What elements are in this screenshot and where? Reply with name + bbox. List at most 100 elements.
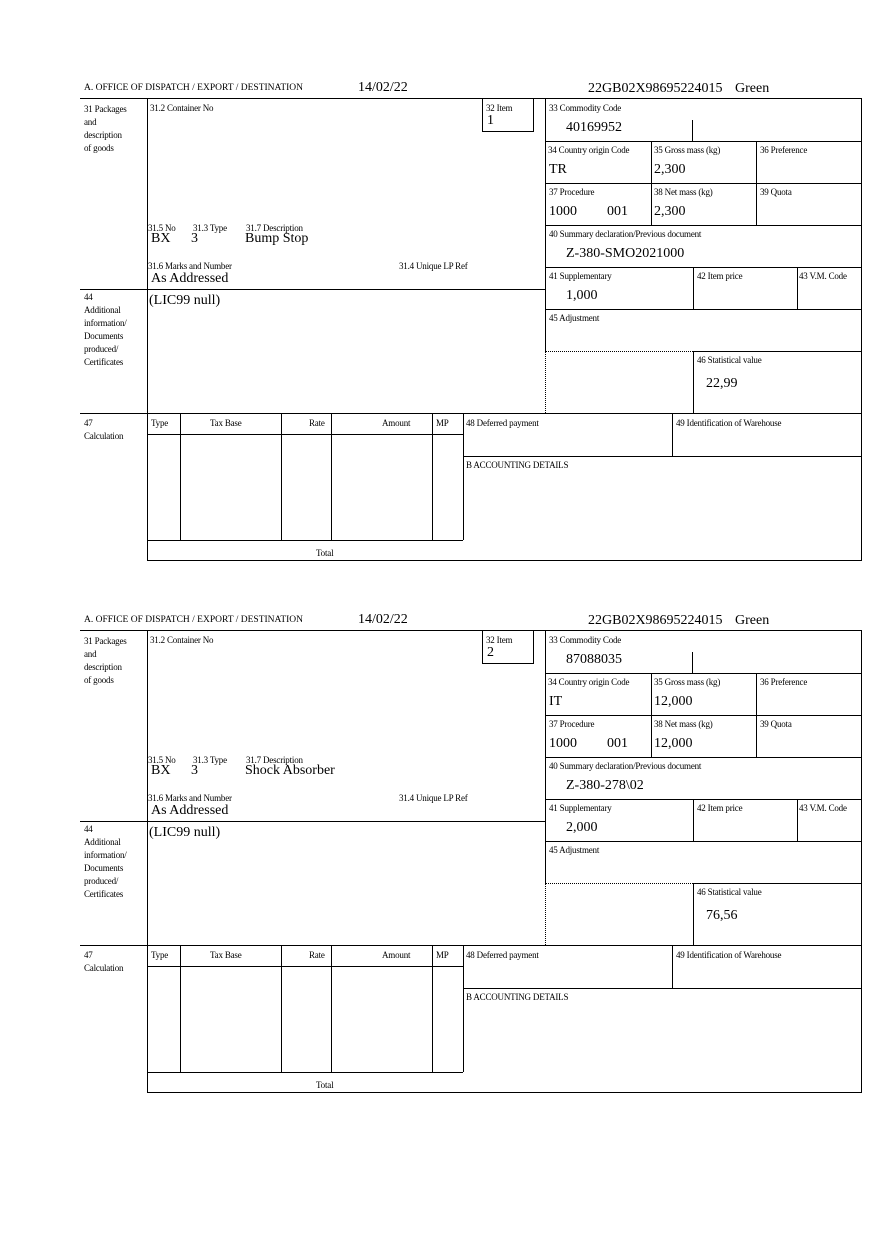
procedure-code: 1000 bbox=[549, 736, 577, 751]
divider bbox=[545, 841, 862, 842]
divider bbox=[463, 945, 464, 1072]
divider bbox=[80, 413, 862, 414]
dotted-divider bbox=[545, 351, 546, 413]
vm-code-label: 43 V.M. Code bbox=[799, 803, 847, 813]
supplementary-label: 41 Supplementary bbox=[549, 803, 612, 813]
supplementary-units: 2,000 bbox=[566, 820, 598, 835]
divider bbox=[672, 945, 673, 988]
office-label: A. OFFICE OF DISPATCH / EXPORT / DESTINA… bbox=[84, 615, 304, 625]
divider bbox=[692, 652, 693, 673]
divider bbox=[693, 267, 694, 309]
item-box bbox=[482, 630, 534, 664]
packages-label: and bbox=[84, 649, 97, 659]
additional-label: Documents bbox=[84, 863, 124, 873]
calc-col-mp: MP bbox=[436, 418, 449, 428]
divider bbox=[80, 821, 545, 822]
description-label: 31.7 Description bbox=[246, 755, 303, 765]
item-number: 1 bbox=[487, 113, 494, 128]
dotted-divider bbox=[545, 883, 693, 884]
divider bbox=[147, 1092, 862, 1093]
item-label: 32 Item bbox=[486, 103, 513, 113]
no-label: 31.5 No bbox=[148, 755, 176, 765]
additional-label: information/ bbox=[84, 318, 127, 328]
marks-value: As Addressed bbox=[151, 271, 229, 286]
divider bbox=[545, 799, 862, 800]
divider bbox=[545, 673, 862, 674]
divider bbox=[545, 630, 546, 883]
divider bbox=[80, 289, 545, 290]
calc-label: Calculation bbox=[84, 431, 124, 441]
divider bbox=[545, 225, 862, 226]
divider bbox=[651, 673, 652, 757]
additional-info: (LIC99 null) bbox=[149, 825, 221, 840]
divider bbox=[693, 883, 694, 945]
net-mass: 12,000 bbox=[654, 736, 693, 751]
divider bbox=[80, 98, 862, 99]
packages-label: 31 Packages bbox=[84, 104, 127, 114]
divider bbox=[147, 540, 463, 541]
accounting-label: B ACCOUNTING DETAILS bbox=[466, 460, 569, 470]
office-label: A. OFFICE OF DISPATCH / EXPORT / DESTINA… bbox=[84, 83, 304, 93]
procedure-code: 1000 bbox=[549, 204, 577, 219]
packages-label: description bbox=[84, 662, 122, 672]
divider bbox=[331, 413, 332, 540]
container-no-label: 31.2 Container No bbox=[150, 635, 214, 645]
divider bbox=[281, 413, 282, 540]
additional-label: information/ bbox=[84, 850, 127, 860]
packages-label: 31 Packages bbox=[84, 636, 127, 646]
divider bbox=[797, 267, 798, 309]
divider bbox=[545, 715, 862, 716]
divider bbox=[432, 413, 433, 540]
divider bbox=[80, 945, 862, 946]
divider bbox=[432, 945, 433, 1072]
packages-label: of goods bbox=[84, 143, 114, 153]
divider bbox=[147, 98, 148, 561]
divider bbox=[545, 757, 862, 758]
summary-label: 40 Summary declaration/Previous document bbox=[549, 229, 702, 239]
item-number: 2 bbox=[487, 645, 494, 660]
marks-label: 31.6 Marks and Number bbox=[148, 261, 232, 271]
divider bbox=[180, 945, 181, 1072]
divider bbox=[545, 183, 862, 184]
country-code: IT bbox=[549, 694, 563, 709]
divider bbox=[147, 630, 148, 1093]
divider bbox=[692, 120, 693, 141]
additional-label: produced/ bbox=[84, 876, 119, 886]
net-mass: 2,300 bbox=[654, 204, 686, 219]
unique-lp-label: 31.4 Unique LP Ref bbox=[399, 793, 468, 803]
container-no-label: 31.2 Container No bbox=[150, 103, 214, 113]
item-box bbox=[482, 98, 534, 132]
type-label: 31.3 Type bbox=[193, 223, 227, 233]
divider bbox=[147, 434, 463, 435]
warehouse-label: 49 Identification of Warehouse bbox=[676, 950, 782, 960]
supplementary-label: 41 Supplementary bbox=[549, 271, 612, 281]
procedure-additional: 001 bbox=[607, 736, 628, 751]
divider bbox=[756, 673, 757, 757]
preference-label: 36 Preference bbox=[760, 677, 808, 687]
divider bbox=[331, 945, 332, 1072]
reference-number: 22GB02X98695224015 bbox=[588, 613, 723, 628]
commodity-code: 87088035 bbox=[566, 652, 622, 667]
divider bbox=[797, 799, 798, 841]
additional-label: Additional bbox=[84, 837, 121, 847]
net-label: 38 Net mass (kg) bbox=[654, 719, 713, 729]
packages-label: and bbox=[84, 117, 97, 127]
divider bbox=[672, 413, 673, 456]
divider bbox=[693, 351, 862, 352]
additional-label: Additional bbox=[84, 305, 121, 315]
vm-code-label: 43 V.M. Code bbox=[799, 271, 847, 281]
summary-document: Z-380-278\02 bbox=[566, 778, 644, 793]
calc-col-type: Type bbox=[151, 950, 169, 960]
divider bbox=[281, 945, 282, 1072]
marks-value: As Addressed bbox=[151, 803, 229, 818]
calc-col-rate: Rate bbox=[309, 950, 325, 960]
calc-col-mp: MP bbox=[436, 950, 449, 960]
additional-label: 44 bbox=[84, 824, 93, 834]
divider bbox=[545, 309, 862, 310]
supplementary-units: 1,000 bbox=[566, 288, 598, 303]
package-kind: BX bbox=[151, 231, 171, 246]
adjustment-label: 45 Adjustment bbox=[549, 845, 600, 855]
package-count: 3 bbox=[191, 763, 198, 778]
adjustment-label: 45 Adjustment bbox=[549, 313, 600, 323]
accounting-label: B ACCOUNTING DETAILS bbox=[466, 992, 569, 1002]
